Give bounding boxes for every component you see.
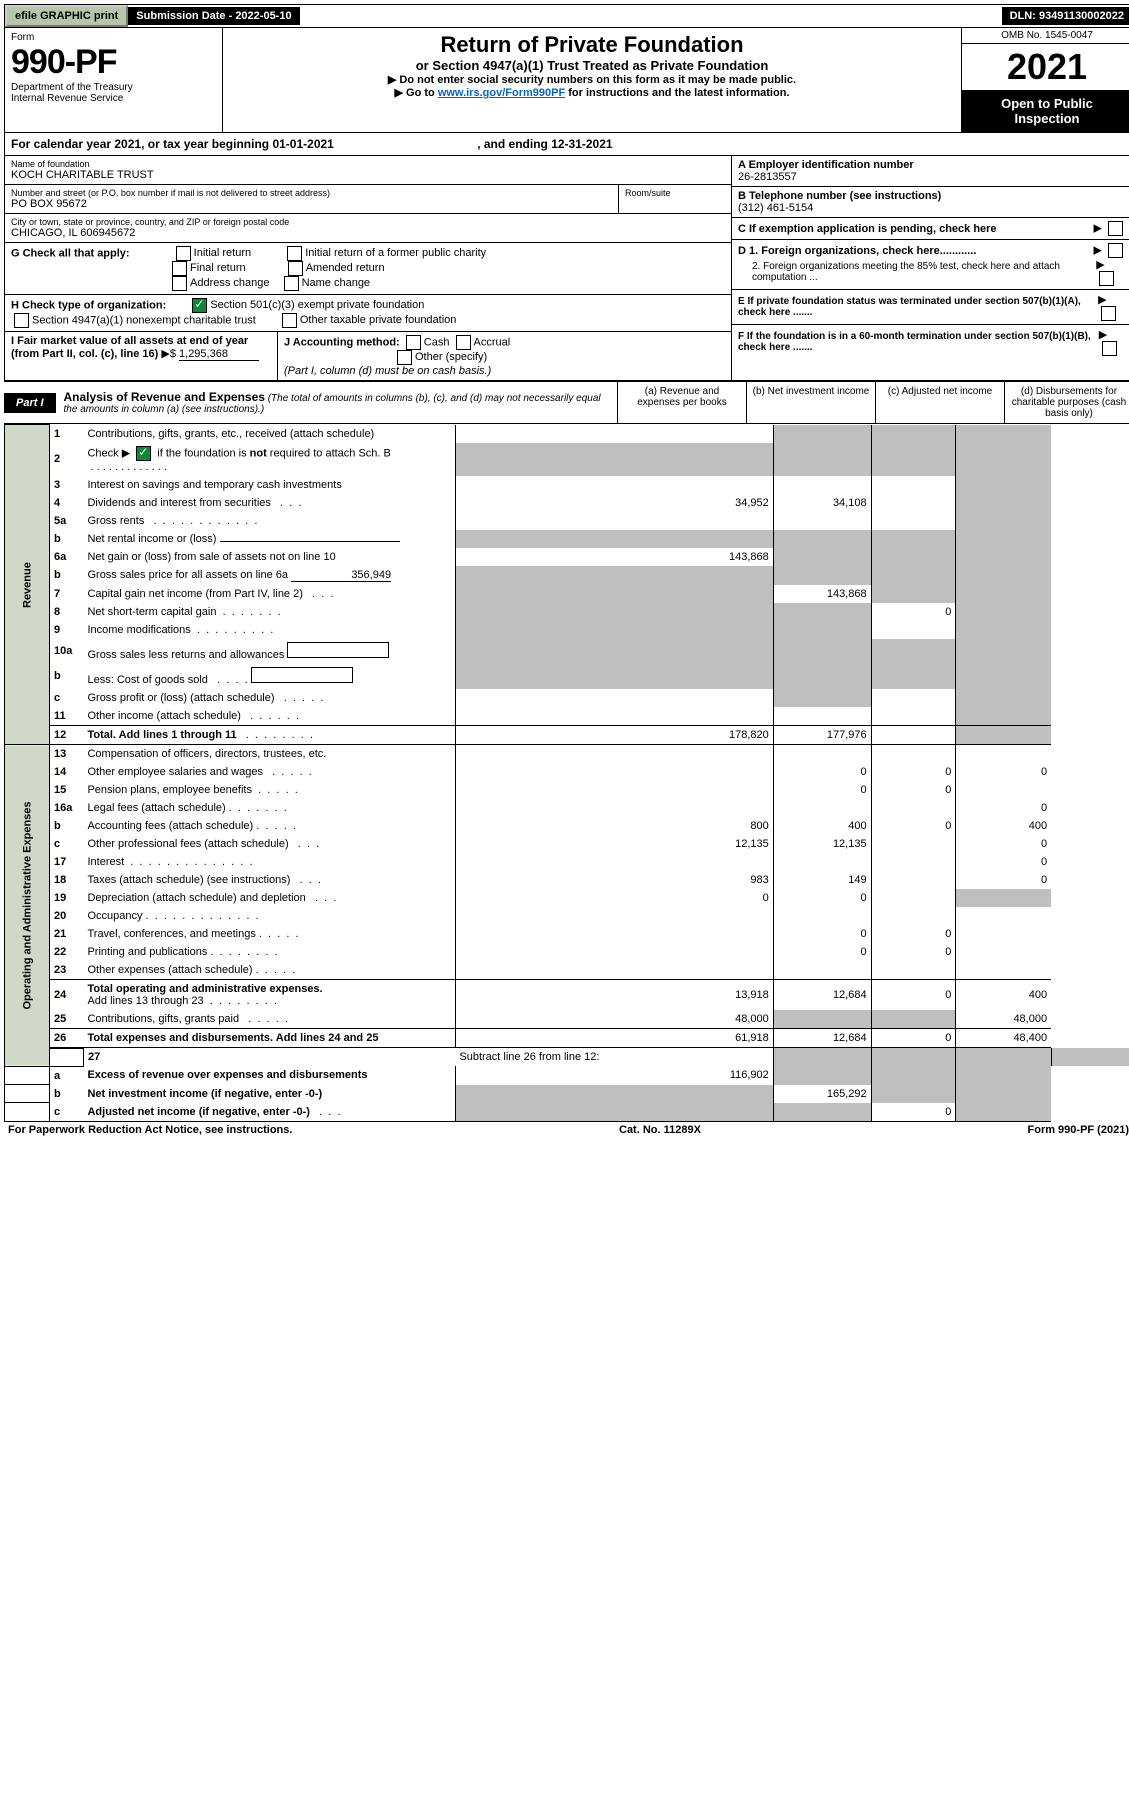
- instruction-1: ▶ Do not enter social security numbers o…: [227, 73, 957, 86]
- other-taxable-checkbox[interactable]: [282, 313, 297, 328]
- address-change-checkbox[interactable]: [172, 276, 187, 291]
- room-label: Room/suite: [625, 188, 725, 198]
- paperwork-notice: For Paperwork Reduction Act Notice, see …: [8, 1124, 292, 1136]
- cat-number: Cat. No. 11289X: [619, 1124, 701, 1136]
- j-note: (Part I, column (d) must be on cash basi…: [284, 365, 491, 377]
- form-subtitle: or Section 4947(a)(1) Trust Treated as P…: [227, 58, 957, 73]
- phone-label: B Telephone number (see instructions): [738, 190, 941, 202]
- efile-print-button[interactable]: efile GRAPHIC print: [5, 5, 128, 27]
- fair-market-value: 1,295,368: [179, 348, 259, 361]
- expenses-side-label: Operating and Administrative Expenses: [5, 745, 50, 1067]
- col-a-header: (a) Revenue and expenses per books: [617, 382, 746, 423]
- schb-checkbox[interactable]: [136, 446, 151, 461]
- form-header: Form 990-PF Department of the Treasury I…: [4, 28, 1129, 133]
- ein-label: A Employer identification number: [738, 159, 914, 171]
- address-label: Number and street (or P.O. box number if…: [11, 188, 612, 198]
- public-inspection-box: Open to Public Inspection: [962, 90, 1129, 132]
- f-label: F If the foundation is in a 60-month ter…: [738, 331, 1099, 353]
- top-bar: efile GRAPHIC print Submission Date - 20…: [4, 4, 1129, 28]
- info-grid: Name of foundation KOCH CHARITABLE TRUST…: [4, 156, 1129, 381]
- instruction-2: ▶ Go to www.irs.gov/Form990PF for instru…: [227, 86, 957, 99]
- final-return-checkbox[interactable]: [172, 261, 187, 276]
- cash-checkbox[interactable]: [406, 335, 421, 350]
- g-check-block: G Check all that apply: Initial return I…: [5, 243, 731, 295]
- omb-number: OMB No. 1545-0047: [962, 28, 1129, 44]
- initial-former-checkbox[interactable]: [287, 246, 302, 261]
- e-label: E If private foundation status was termi…: [738, 296, 1098, 318]
- part1-header: Part I Analysis of Revenue and Expenses …: [4, 381, 1129, 424]
- page-footer: For Paperwork Reduction Act Notice, see …: [4, 1122, 1129, 1138]
- initial-return-checkbox[interactable]: [176, 246, 191, 261]
- other-method-checkbox[interactable]: [397, 350, 412, 365]
- name-change-checkbox[interactable]: [284, 276, 299, 291]
- col-c-header: (c) Adjusted net income: [875, 382, 1004, 423]
- d2-checkbox[interactable]: [1099, 271, 1114, 286]
- d1-checkbox[interactable]: [1108, 243, 1123, 258]
- accrual-checkbox[interactable]: [456, 335, 471, 350]
- e-checkbox[interactable]: [1101, 306, 1116, 321]
- city-label: City or town, state or province, country…: [11, 217, 725, 227]
- c-label: C If exemption application is pending, c…: [738, 223, 997, 235]
- calendar-year-line: For calendar year 2021, or tax year begi…: [4, 133, 1129, 156]
- col-b-header: (b) Net investment income: [746, 382, 875, 423]
- irs-link[interactable]: www.irs.gov/Form990PF: [438, 87, 565, 99]
- city-value: CHICAGO, IL 606945672: [11, 227, 725, 239]
- 4947-checkbox[interactable]: [14, 313, 29, 328]
- f-checkbox[interactable]: [1102, 341, 1117, 356]
- ein-value: 26-2813557: [738, 171, 797, 183]
- analysis-table: Revenue 1Contributions, gifts, grants, e…: [4, 424, 1129, 1122]
- form-title: Return of Private Foundation: [227, 32, 957, 58]
- form-footer: Form 990-PF (2021): [1028, 1124, 1129, 1136]
- address-value: PO BOX 95672: [11, 198, 612, 210]
- dln-label: DLN: 93491130002022: [1002, 7, 1129, 25]
- d1-label: D 1. Foreign organizations, check here..…: [738, 245, 976, 257]
- amended-checkbox[interactable]: [288, 261, 303, 276]
- dept-line-1: Department of the Treasury: [11, 82, 216, 93]
- foundation-name: KOCH CHARITABLE TRUST: [11, 169, 725, 181]
- tax-year: 2021: [962, 44, 1129, 90]
- part1-label: Part I: [4, 393, 56, 413]
- submission-date: Submission Date - 2022-05-10: [128, 7, 299, 25]
- phone-value: (312) 461-5154: [738, 202, 813, 214]
- 501c3-checkbox[interactable]: [192, 298, 207, 313]
- name-label: Name of foundation: [11, 159, 725, 169]
- d2-label: 2. Foreign organizations meeting the 85%…: [752, 261, 1096, 283]
- form-number: 990-PF: [11, 43, 216, 82]
- form-label: Form: [11, 32, 216, 43]
- dept-line-2: Internal Revenue Service: [11, 93, 216, 104]
- revenue-side-label: Revenue: [5, 425, 50, 745]
- col-d-header: (d) Disbursements for charitable purpose…: [1004, 382, 1129, 423]
- c-checkbox[interactable]: [1108, 221, 1123, 236]
- h-check-block: H Check type of organization: Section 50…: [5, 295, 731, 332]
